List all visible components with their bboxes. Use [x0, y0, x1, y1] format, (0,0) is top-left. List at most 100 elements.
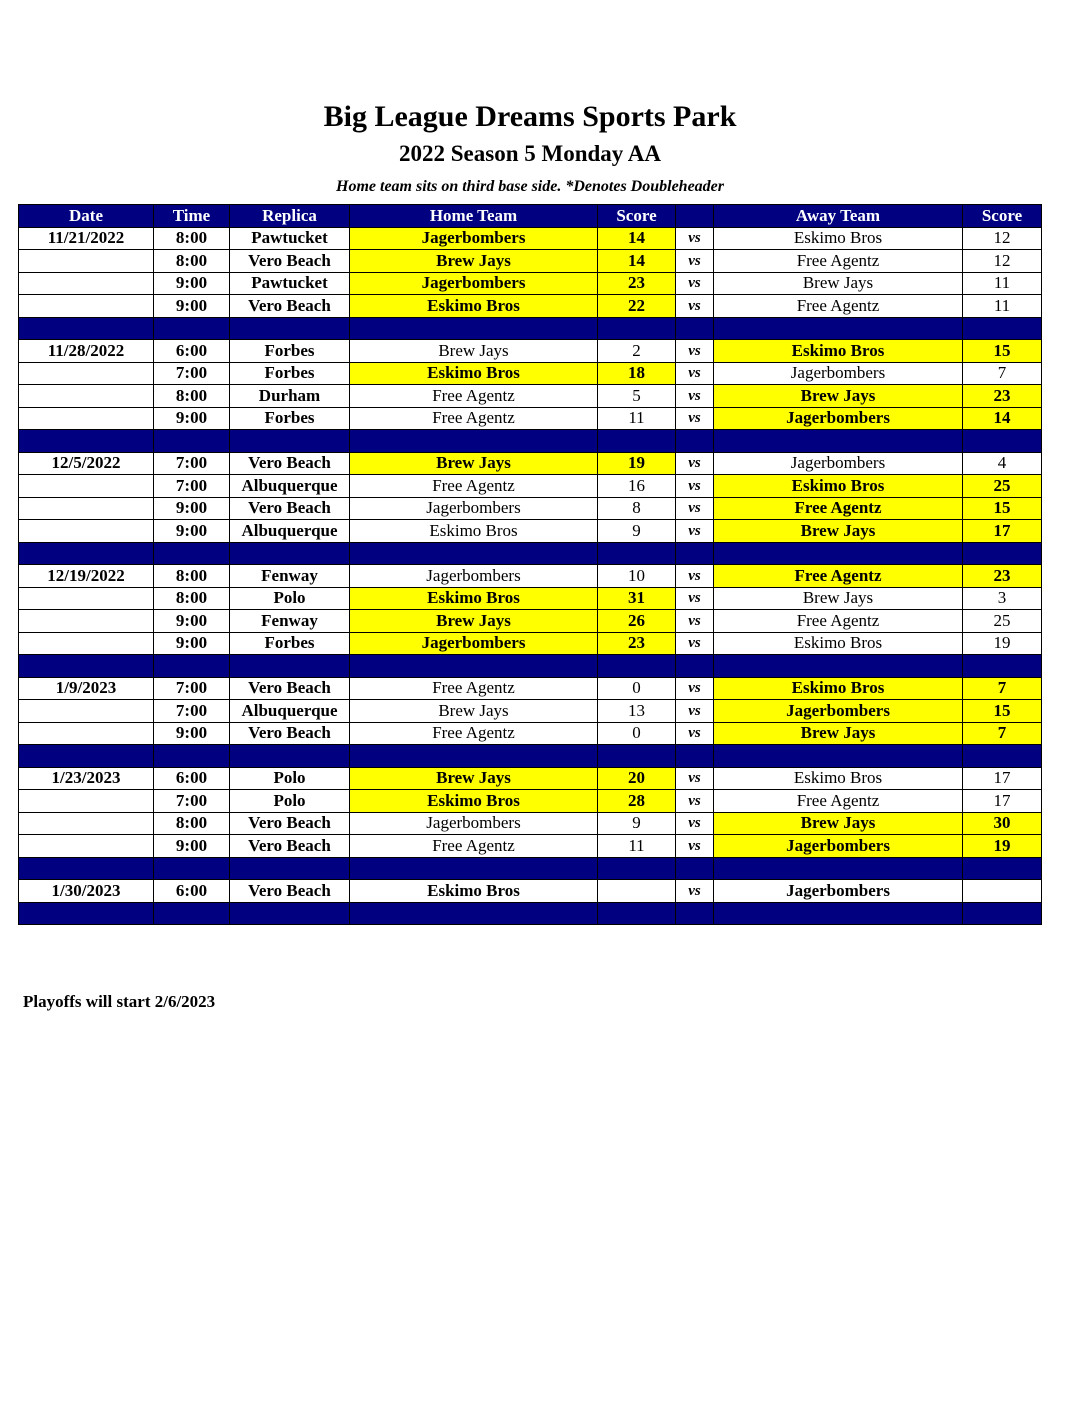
separator-cell [18, 316, 154, 340]
header-home-team: Home Team [349, 204, 598, 228]
date-cell [18, 519, 154, 543]
separator-cell [962, 856, 1042, 880]
game-row: 9:00 Fenway Brew Jays 26 vs Free Agentz 25 [18, 609, 1042, 633]
game-row: 7:00 Forbes Eskimo Bros 18 vs Jagerbombers 7 [18, 361, 1042, 385]
replica-cell: Polo [229, 789, 350, 813]
vs-cell: vs [675, 249, 714, 273]
separator-cell [962, 429, 1042, 453]
header-away-team: Away Team [713, 204, 963, 228]
home-score-cell: 9 [597, 811, 676, 835]
separator-cell [713, 901, 963, 925]
separator-cell [349, 316, 598, 340]
replica-cell: Vero Beach [229, 811, 350, 835]
home-team-cell: Jagerbombers [349, 271, 598, 295]
replica-cell: Vero Beach [229, 676, 350, 700]
away-score-cell: 14 [962, 406, 1042, 430]
separator-cell [713, 316, 963, 340]
separator-cell [962, 541, 1042, 565]
time-cell: 7:00 [153, 789, 230, 813]
separator-cell [597, 316, 676, 340]
away-score-cell: 12 [962, 226, 1042, 250]
date-cell [18, 496, 154, 520]
home-team-cell: Eskimo Bros [349, 789, 598, 813]
game-row: 9:00 Vero Beach Jagerbombers 8 vs Free Agentz… [18, 496, 1042, 520]
home-team-cell: Eskimo Bros [349, 586, 598, 610]
time-cell: 9:00 [153, 834, 230, 858]
time-cell: 9:00 [153, 721, 230, 745]
separator-cell [675, 654, 714, 678]
away-team-cell: Free Agentz [713, 496, 963, 520]
separator-cell [675, 541, 714, 565]
home-score-cell: 13 [597, 699, 676, 723]
replica-cell: Polo [229, 586, 350, 610]
game-row: 7:00 Polo Eskimo Bros 28 vs Free Agentz 17 [18, 789, 1042, 813]
home-team-cell: Free Agentz [349, 406, 598, 430]
replica-cell: Vero Beach [229, 249, 350, 273]
time-cell: 9:00 [153, 406, 230, 430]
game-row: 12/5/2022 7:00 Vero Beach Brew Jays 19 vs Jage… [18, 451, 1042, 475]
separator-cell [229, 654, 350, 678]
replica-cell: Forbes [229, 339, 350, 363]
separator-cell [18, 744, 154, 768]
replica-cell: Pawtucket [229, 271, 350, 295]
replica-cell: Vero Beach [229, 834, 350, 858]
date-cell: 11/28/2022 [18, 339, 154, 363]
separator-cell [597, 541, 676, 565]
vs-cell: vs [675, 879, 714, 903]
vs-cell: vs [675, 789, 714, 813]
home-score-cell: 23 [597, 271, 676, 295]
time-cell: 9:00 [153, 294, 230, 318]
replica-cell: Pawtucket [229, 226, 350, 250]
separator-cell [962, 654, 1042, 678]
away-team-cell: Jagerbombers [713, 361, 963, 385]
away-team-cell: Brew Jays [713, 811, 963, 835]
vs-cell: vs [675, 474, 714, 498]
home-team-cell: Brew Jays [349, 699, 598, 723]
replica-cell: Vero Beach [229, 879, 350, 903]
separator-cell [18, 429, 154, 453]
home-team-cell: Free Agentz [349, 474, 598, 498]
away-score-cell: 15 [962, 339, 1042, 363]
date-cell [18, 361, 154, 385]
separator-cell [18, 541, 154, 565]
vs-cell: vs [675, 609, 714, 633]
time-cell: 8:00 [153, 384, 230, 408]
home-score-cell: 26 [597, 609, 676, 633]
home-team-cell: Jagerbombers [349, 564, 598, 588]
time-cell: 6:00 [153, 339, 230, 363]
away-score-cell: 17 [962, 789, 1042, 813]
vs-cell: vs [675, 496, 714, 520]
separator-cell [349, 856, 598, 880]
vs-cell: vs [675, 699, 714, 723]
separator-cell [713, 654, 963, 678]
away-team-cell: Eskimo Bros [713, 226, 963, 250]
away-team-cell: Jagerbombers [713, 406, 963, 430]
header-home-score: Score [597, 204, 676, 228]
replica-cell: Vero Beach [229, 721, 350, 745]
date-cell: 12/5/2022 [18, 451, 154, 475]
date-cell [18, 834, 154, 858]
date-cell [18, 271, 154, 295]
date-cell [18, 631, 154, 655]
home-score-cell: 5 [597, 384, 676, 408]
home-team-cell: Jagerbombers [349, 226, 598, 250]
date-cell: 1/30/2023 [18, 879, 154, 903]
page-subtitle: 2022 Season 5 Monday AA [399, 141, 661, 166]
separator-cell [229, 316, 350, 340]
home-score-cell: 10 [597, 564, 676, 588]
away-team-cell: Free Agentz [713, 789, 963, 813]
home-team-cell: Eskimo Bros [349, 519, 598, 543]
time-cell: 8:00 [153, 586, 230, 610]
home-team-cell: Brew Jays [349, 609, 598, 633]
vs-cell: vs [675, 384, 714, 408]
home-score-cell: 20 [597, 766, 676, 790]
vs-cell: vs [675, 631, 714, 655]
time-cell: 7:00 [153, 699, 230, 723]
away-team-cell: Eskimo Bros [713, 339, 963, 363]
away-score-cell: 7 [962, 721, 1042, 745]
vs-cell: vs [675, 834, 714, 858]
date-cell: 11/21/2022 [18, 226, 154, 250]
date-cell [18, 474, 154, 498]
home-score-cell: 16 [597, 474, 676, 498]
replica-cell: Vero Beach [229, 451, 350, 475]
